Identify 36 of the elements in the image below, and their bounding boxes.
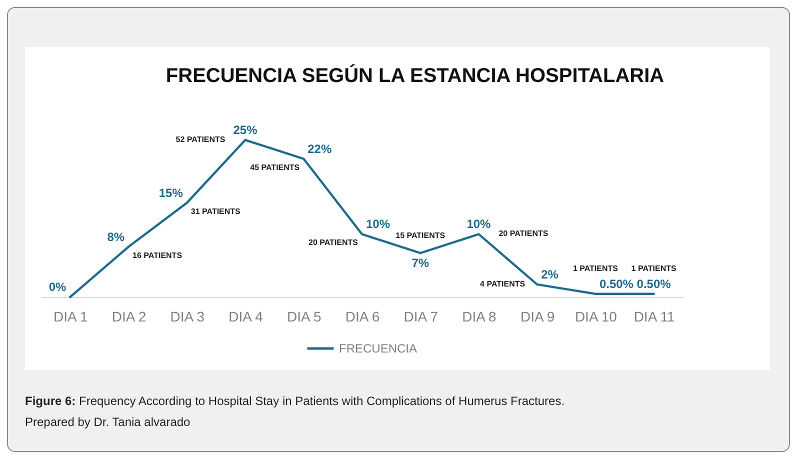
x-tick-label: DIA 11 <box>634 308 676 324</box>
data-label: 15% <box>158 186 184 200</box>
annotation: 20 PATIENTS <box>308 238 359 248</box>
x-tick-label: DIA 1 <box>54 308 88 324</box>
annotation: 45 PATIENTS <box>250 162 300 172</box>
x-tick-label: DIA 2 <box>112 308 146 324</box>
annotation: 16 PATIENTS <box>132 250 183 260</box>
caption: Figure 6: Frequency According to Hospital Stay in Patients with Complications of Humerus Fractures. <box>25 393 565 410</box>
data-label: 22% <box>308 142 332 156</box>
annotation: 20 PATIENTS <box>498 229 549 238</box>
data-label: 0% <box>48 280 67 294</box>
x-tick-label: DIA 9 <box>520 308 555 324</box>
annotation: 31 PATIENTS <box>190 206 242 216</box>
data-label: 10% <box>366 217 390 232</box>
x-tick-label: DIA 3 <box>170 308 205 324</box>
x-tick-label: DIA 5 <box>287 308 322 324</box>
text: Prepared by Dr. Tania alvarado <box>25 414 192 431</box>
data-label: 0.50% <box>599 276 634 291</box>
annotation: 1 PATIENTS <box>572 264 619 273</box>
annotation: 15 PATIENTS <box>396 231 446 240</box>
x-tick-label: DIA 4 <box>228 308 264 324</box>
x-tick-label: DIA 8 <box>462 308 497 324</box>
annotation: 52 PATIENTS <box>176 135 226 144</box>
x-tick-label: DIA 7 <box>404 308 438 324</box>
data-label: 25% <box>233 123 258 137</box>
data-label: 0.50% <box>636 276 672 291</box>
legend-label: FRECUENCIA <box>338 342 418 356</box>
data-label: 7% <box>412 256 430 270</box>
data-label: 2% <box>541 267 559 282</box>
chart-title: FRECUENCIA SEGÚN LA ESTANCIA HOSPITALARIA <box>166 64 664 87</box>
annotation: 1 PATIENTS <box>631 264 677 273</box>
x-tick-label: DIA 10 <box>574 308 618 324</box>
data-label: 10% <box>466 217 492 232</box>
x-tick-label: DIA 6 <box>345 308 380 324</box>
annotation: 4 PATIENTS <box>480 279 526 288</box>
data-label: 8% <box>107 230 125 244</box>
